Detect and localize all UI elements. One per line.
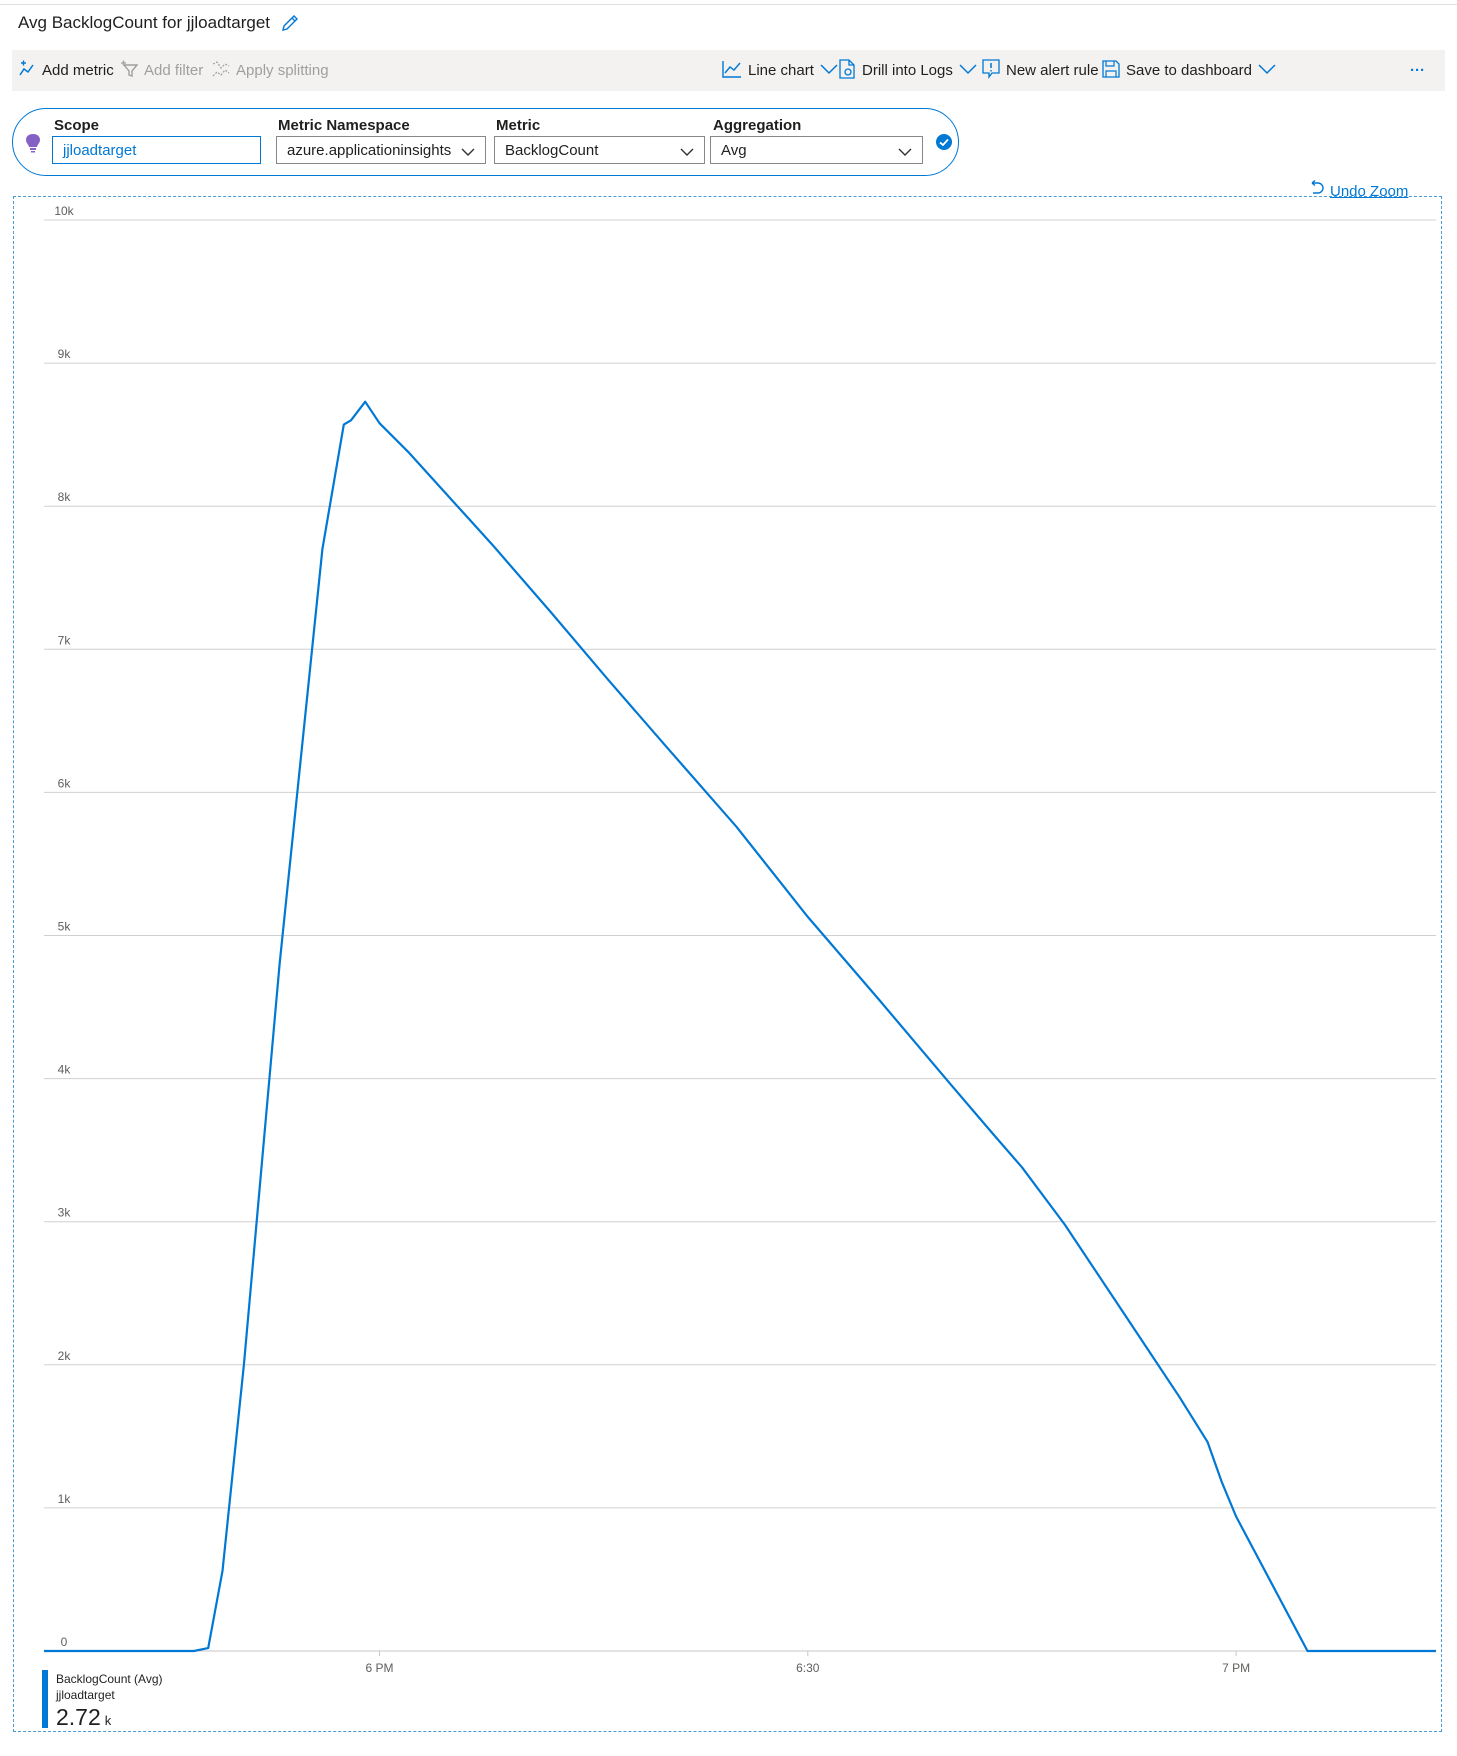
alert-icon [982,59,1000,83]
new-alert-rule-button[interactable]: New alert rule [982,50,1099,91]
chart-frame[interactable] [13,196,1442,1732]
legend-value: 2.72 k [56,1704,111,1731]
chart-title-row: Avg BacklogCount for jjloadtarget [18,10,300,36]
edit-title-icon[interactable] [280,13,300,33]
drill-into-logs-label: Drill into Logs [862,62,953,79]
scope-input[interactable]: jjloadtarget [52,136,261,164]
chart-title: Avg BacklogCount for jjloadtarget [18,13,270,33]
legend-resource-name: jjloadtarget [56,1688,115,1702]
metric-label: Metric [496,117,540,134]
legend-value-unit: k [105,1713,112,1728]
apply-splitting-button[interactable]: Apply splitting [212,50,329,91]
app-insights-icon [25,133,41,158]
add-filter-label: Add filter [144,62,203,79]
chevron-down-icon [898,144,912,161]
metric-value: BacklogCount [505,142,598,159]
more-options-button[interactable]: ··· [1410,50,1425,91]
add-metric-icon [18,60,36,82]
new-alert-rule-label: New alert rule [1006,62,1099,79]
save-to-dashboard-dropdown[interactable]: Save to dashboard [1102,50,1276,91]
logs-icon [838,59,856,83]
top-divider [0,4,1457,5]
metric-namespace-value: azure.applicationinsights [287,142,451,159]
line-chart-dropdown[interactable]: Line chart [722,50,838,91]
chart-toolbar: Add metric Add filter Apply splitting Li… [12,50,1445,91]
line-chart-label: Line chart [748,62,814,79]
drill-into-logs-dropdown[interactable]: Drill into Logs [838,50,977,91]
save-icon [1102,60,1120,82]
add-filter-button[interactable]: Add filter [120,50,203,91]
metric-selector-pill: Scope jjloadtarget Metric Namespace azur… [12,108,959,176]
aggregation-label: Aggregation [713,117,801,134]
chevron-down-icon [959,62,977,79]
splitting-icon [212,60,230,82]
aggregation-value: Avg [721,142,747,159]
filter-icon [120,60,138,82]
apply-splitting-label: Apply splitting [236,62,329,79]
add-metric-label: Add metric [42,62,114,79]
metric-namespace-select[interactable]: azure.applicationinsights [276,136,486,164]
scope-label: Scope [54,117,99,134]
save-to-dashboard-label: Save to dashboard [1126,62,1252,79]
confirm-check-icon[interactable] [935,133,953,156]
chevron-down-icon [820,62,838,79]
legend-series-name: BacklogCount (Avg) [56,1672,163,1686]
metric-namespace-label: Metric Namespace [278,117,410,134]
metric-select[interactable]: BacklogCount [494,136,705,164]
legend-value-number: 2.72 [56,1704,101,1730]
chevron-down-icon [461,144,475,161]
chevron-down-icon [1258,62,1276,79]
add-metric-button[interactable]: Add metric [18,50,114,91]
legend-color-swatch [42,1670,48,1728]
chevron-down-icon [680,144,694,161]
line-chart-icon [722,60,742,82]
aggregation-select[interactable]: Avg [710,136,923,164]
